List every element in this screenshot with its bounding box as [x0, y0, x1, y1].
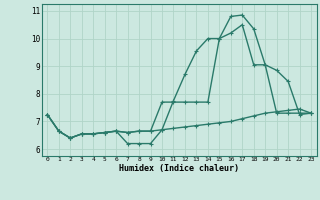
X-axis label: Humidex (Indice chaleur): Humidex (Indice chaleur)	[119, 164, 239, 173]
